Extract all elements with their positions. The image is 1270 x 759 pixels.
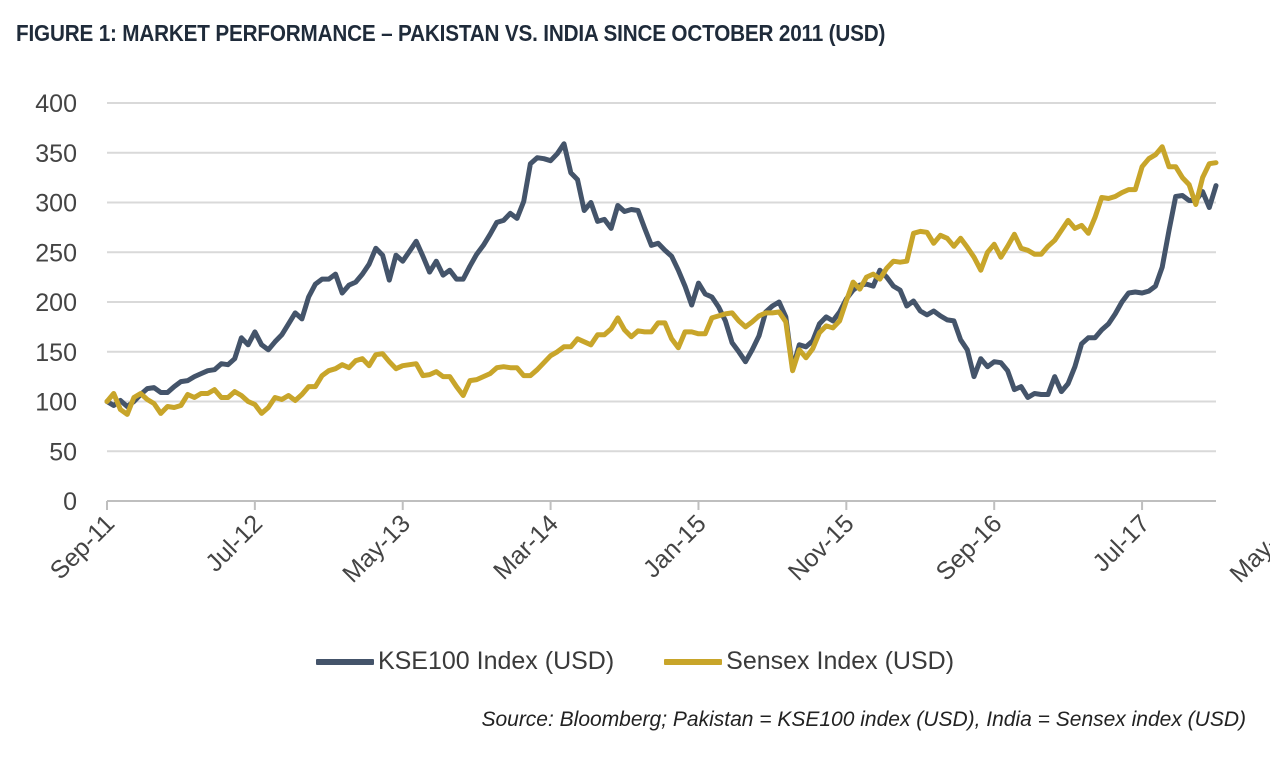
y-tick-label: 200	[35, 289, 77, 317]
series-line-kse100	[104, 141, 1219, 409]
x-tick-label: May-18	[1224, 509, 1270, 588]
x-tick-label: Jan-15	[638, 509, 712, 583]
x-tick-label: Sep-16	[931, 509, 1008, 586]
y-tick-label: 400	[35, 90, 77, 118]
legend-swatch-kse100	[315, 658, 374, 665]
x-tick-label: Jul-12	[200, 509, 268, 577]
legend-swatch-sensex	[664, 658, 723, 665]
y-axis-tick-labels: 0 50 100 150 200 250 300 350 400	[35, 90, 77, 516]
line-chart: 0 50 100 150 200 250 300 350 400 Sep-11 Jul-12 May…	[35, 90, 1270, 588]
x-tick-label: Jul-17	[1087, 509, 1155, 577]
legend-item-sensex: Sensex Index (USD)	[664, 647, 954, 676]
legend-label-sensex: Sensex Index (USD)	[726, 647, 955, 675]
x-tick-label: Sep-11	[45, 509, 120, 584]
source-note: Source: Bloomberg; Pakistan = KSE100 ind…	[481, 708, 1246, 731]
y-tick-label: 350	[35, 140, 77, 168]
legend-label-kse100: KSE100 Index (USD)	[377, 647, 615, 675]
chart-title: FIGURE 1: MARKET PERFORMANCE – PAKISTAN …	[16, 20, 886, 46]
x-axis	[106, 500, 1216, 510]
y-tick-label: 150	[35, 339, 77, 367]
legend-item-kse100: KSE100 Index (USD)	[315, 647, 615, 676]
y-tick-label: 100	[35, 389, 77, 417]
x-tick-label: May-13	[337, 509, 416, 588]
x-tick-label: Mar-14	[488, 509, 564, 585]
x-axis-tick-labels: Sep-11 Jul-12 May-13 Mar-14 Jan-15 Nov-15 Sep-…	[45, 509, 1270, 588]
x-tick-label: Nov-15	[783, 509, 860, 586]
y-tick-label: 50	[49, 438, 77, 466]
legend: KSE100 Index (USD) Sensex Index (USD)	[0, 647, 1270, 676]
series-lines	[104, 141, 1219, 417]
series-line-sensex	[104, 144, 1219, 417]
y-tick-label: 0	[63, 488, 77, 516]
y-tick-label: 250	[35, 239, 77, 267]
gridlines	[107, 102, 1216, 453]
y-tick-label: 300	[35, 190, 77, 218]
